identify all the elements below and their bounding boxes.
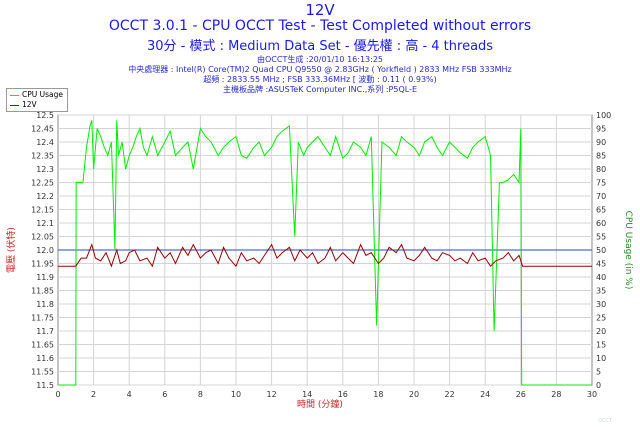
y-tick-label: 12.25: [31, 179, 54, 188]
y-tick-label: 12.35: [31, 152, 54, 161]
legend-label-12v: 12V: [22, 100, 37, 109]
x-tick-label: 22: [445, 390, 455, 399]
y-tick-label: 12.1: [36, 219, 54, 228]
x-tick-label: 20: [409, 390, 419, 399]
y2-tick-label: 15: [596, 341, 606, 350]
y2-tick-label: 20: [596, 327, 606, 336]
y2-tick-label: 55: [596, 233, 606, 242]
y2-tick-label: 65: [596, 206, 606, 215]
y2-tick-label: 95: [596, 125, 606, 134]
y-tick-label: 11.9: [36, 273, 54, 282]
y2-tick-label: 60: [596, 219, 606, 228]
y2-tick-label: 5: [596, 368, 601, 377]
y-tick-label: 12.0: [36, 246, 54, 255]
chart-subtitle: OCCT 3.0.1 - CPU OCCT Test - Test Comple…: [108, 18, 532, 34]
y2-tick-label: 40: [596, 273, 606, 282]
footer-watermark: OCCT: [598, 418, 612, 424]
x-tick-label: 10: [231, 390, 241, 399]
y2-tick-label: 10: [596, 354, 606, 363]
x-tick-label: 24: [480, 390, 490, 399]
y-tick-label: 11.8: [36, 300, 54, 309]
y-tick-label: 11.85: [31, 287, 54, 296]
x-tick-label: 14: [302, 390, 312, 399]
info-overclock: 超頻 : 2833.55 MHz ; FSB 333.36MHz [ 波動 : …: [203, 75, 437, 84]
x-tick-label: 26: [516, 390, 526, 399]
y-tick-label: 12.45: [31, 125, 54, 134]
y2-tick-label: 30: [596, 300, 606, 309]
y2-tick-label: 70: [596, 192, 606, 201]
info-motherboard: 主機板品牌 :ASUSTeK Computer INC.,系列 :P5QL-E: [223, 85, 417, 94]
legend-item-cpu-usage: CPU Usage: [10, 90, 63, 100]
info-cpu: 中央處理器 : Intel(R) Core(TM)2 Quad CPU Q955…: [128, 65, 512, 74]
y2-axis-label: CPU Usage (in %): [623, 211, 633, 290]
x-tick-label: 2: [91, 390, 96, 399]
x-tick-label: 28: [551, 390, 561, 399]
legend: CPU Usage 12V: [6, 88, 68, 112]
legend-item-12v: 12V: [10, 100, 37, 110]
y-tick-label: 11.7: [36, 327, 54, 336]
y-tick-label: 12.4: [36, 138, 54, 147]
x-tick-label: 30: [587, 390, 597, 399]
y2-tick-label: 45: [596, 260, 606, 269]
x-tick-label: 0: [55, 390, 60, 399]
y-tick-label: 11.55: [31, 368, 54, 377]
info-generated: 由OCCT生成 :20/01/10 16:13:25: [257, 55, 383, 64]
y-tick-label: 12.3: [36, 165, 54, 174]
legend-label-cpu-usage: CPU Usage: [22, 90, 64, 99]
y2-tick-label: 35: [596, 287, 606, 296]
chart-title: 12V: [305, 1, 335, 19]
y-tick-label: 11.5: [36, 381, 54, 390]
x-tick-label: 6: [162, 390, 167, 399]
y2-tick-label: 25: [596, 314, 606, 323]
x-axis-label: 時間 (分鐘): [297, 398, 343, 410]
y2-tick-label: 75: [596, 179, 606, 188]
y-tick-label: 11.65: [31, 341, 54, 350]
y-tick-label: 12.5: [36, 111, 54, 120]
y-tick-label: 11.95: [31, 260, 54, 269]
series-line-12v: [58, 243, 592, 268]
y-tick-label: 11.6: [36, 354, 54, 363]
x-tick-label: 8: [198, 390, 203, 399]
x-tick-label: 16: [338, 390, 348, 399]
legend-swatch-cpu-usage: [10, 94, 19, 96]
y-tick-label: 11.75: [31, 314, 54, 323]
legend-swatch-12v: [10, 104, 19, 106]
y2-tick-label: 90: [596, 138, 606, 147]
y2-tick-label: 80: [596, 165, 606, 174]
y-tick-label: 12.15: [31, 206, 54, 215]
x-tick-label: 12: [267, 390, 277, 399]
y-tick-label: 12.05: [31, 233, 54, 242]
x-tick-label: 18: [373, 390, 383, 399]
y2-tick-label: 85: [596, 152, 606, 161]
y-axis-label: 電壓 (伏特): [5, 227, 17, 273]
series-line-cpu-usage: [58, 120, 592, 386]
y-tick-label: 12.2: [36, 192, 54, 201]
chart-subtitle-2: 30分 - 模式 : Medium Data Set - 優先權 : 高 - 4…: [146, 39, 494, 54]
y2-tick-label: 100: [596, 111, 611, 120]
y2-tick-label: 50: [596, 246, 606, 255]
y2-tick-label: 0: [596, 381, 601, 390]
x-tick-label: 4: [127, 390, 132, 399]
